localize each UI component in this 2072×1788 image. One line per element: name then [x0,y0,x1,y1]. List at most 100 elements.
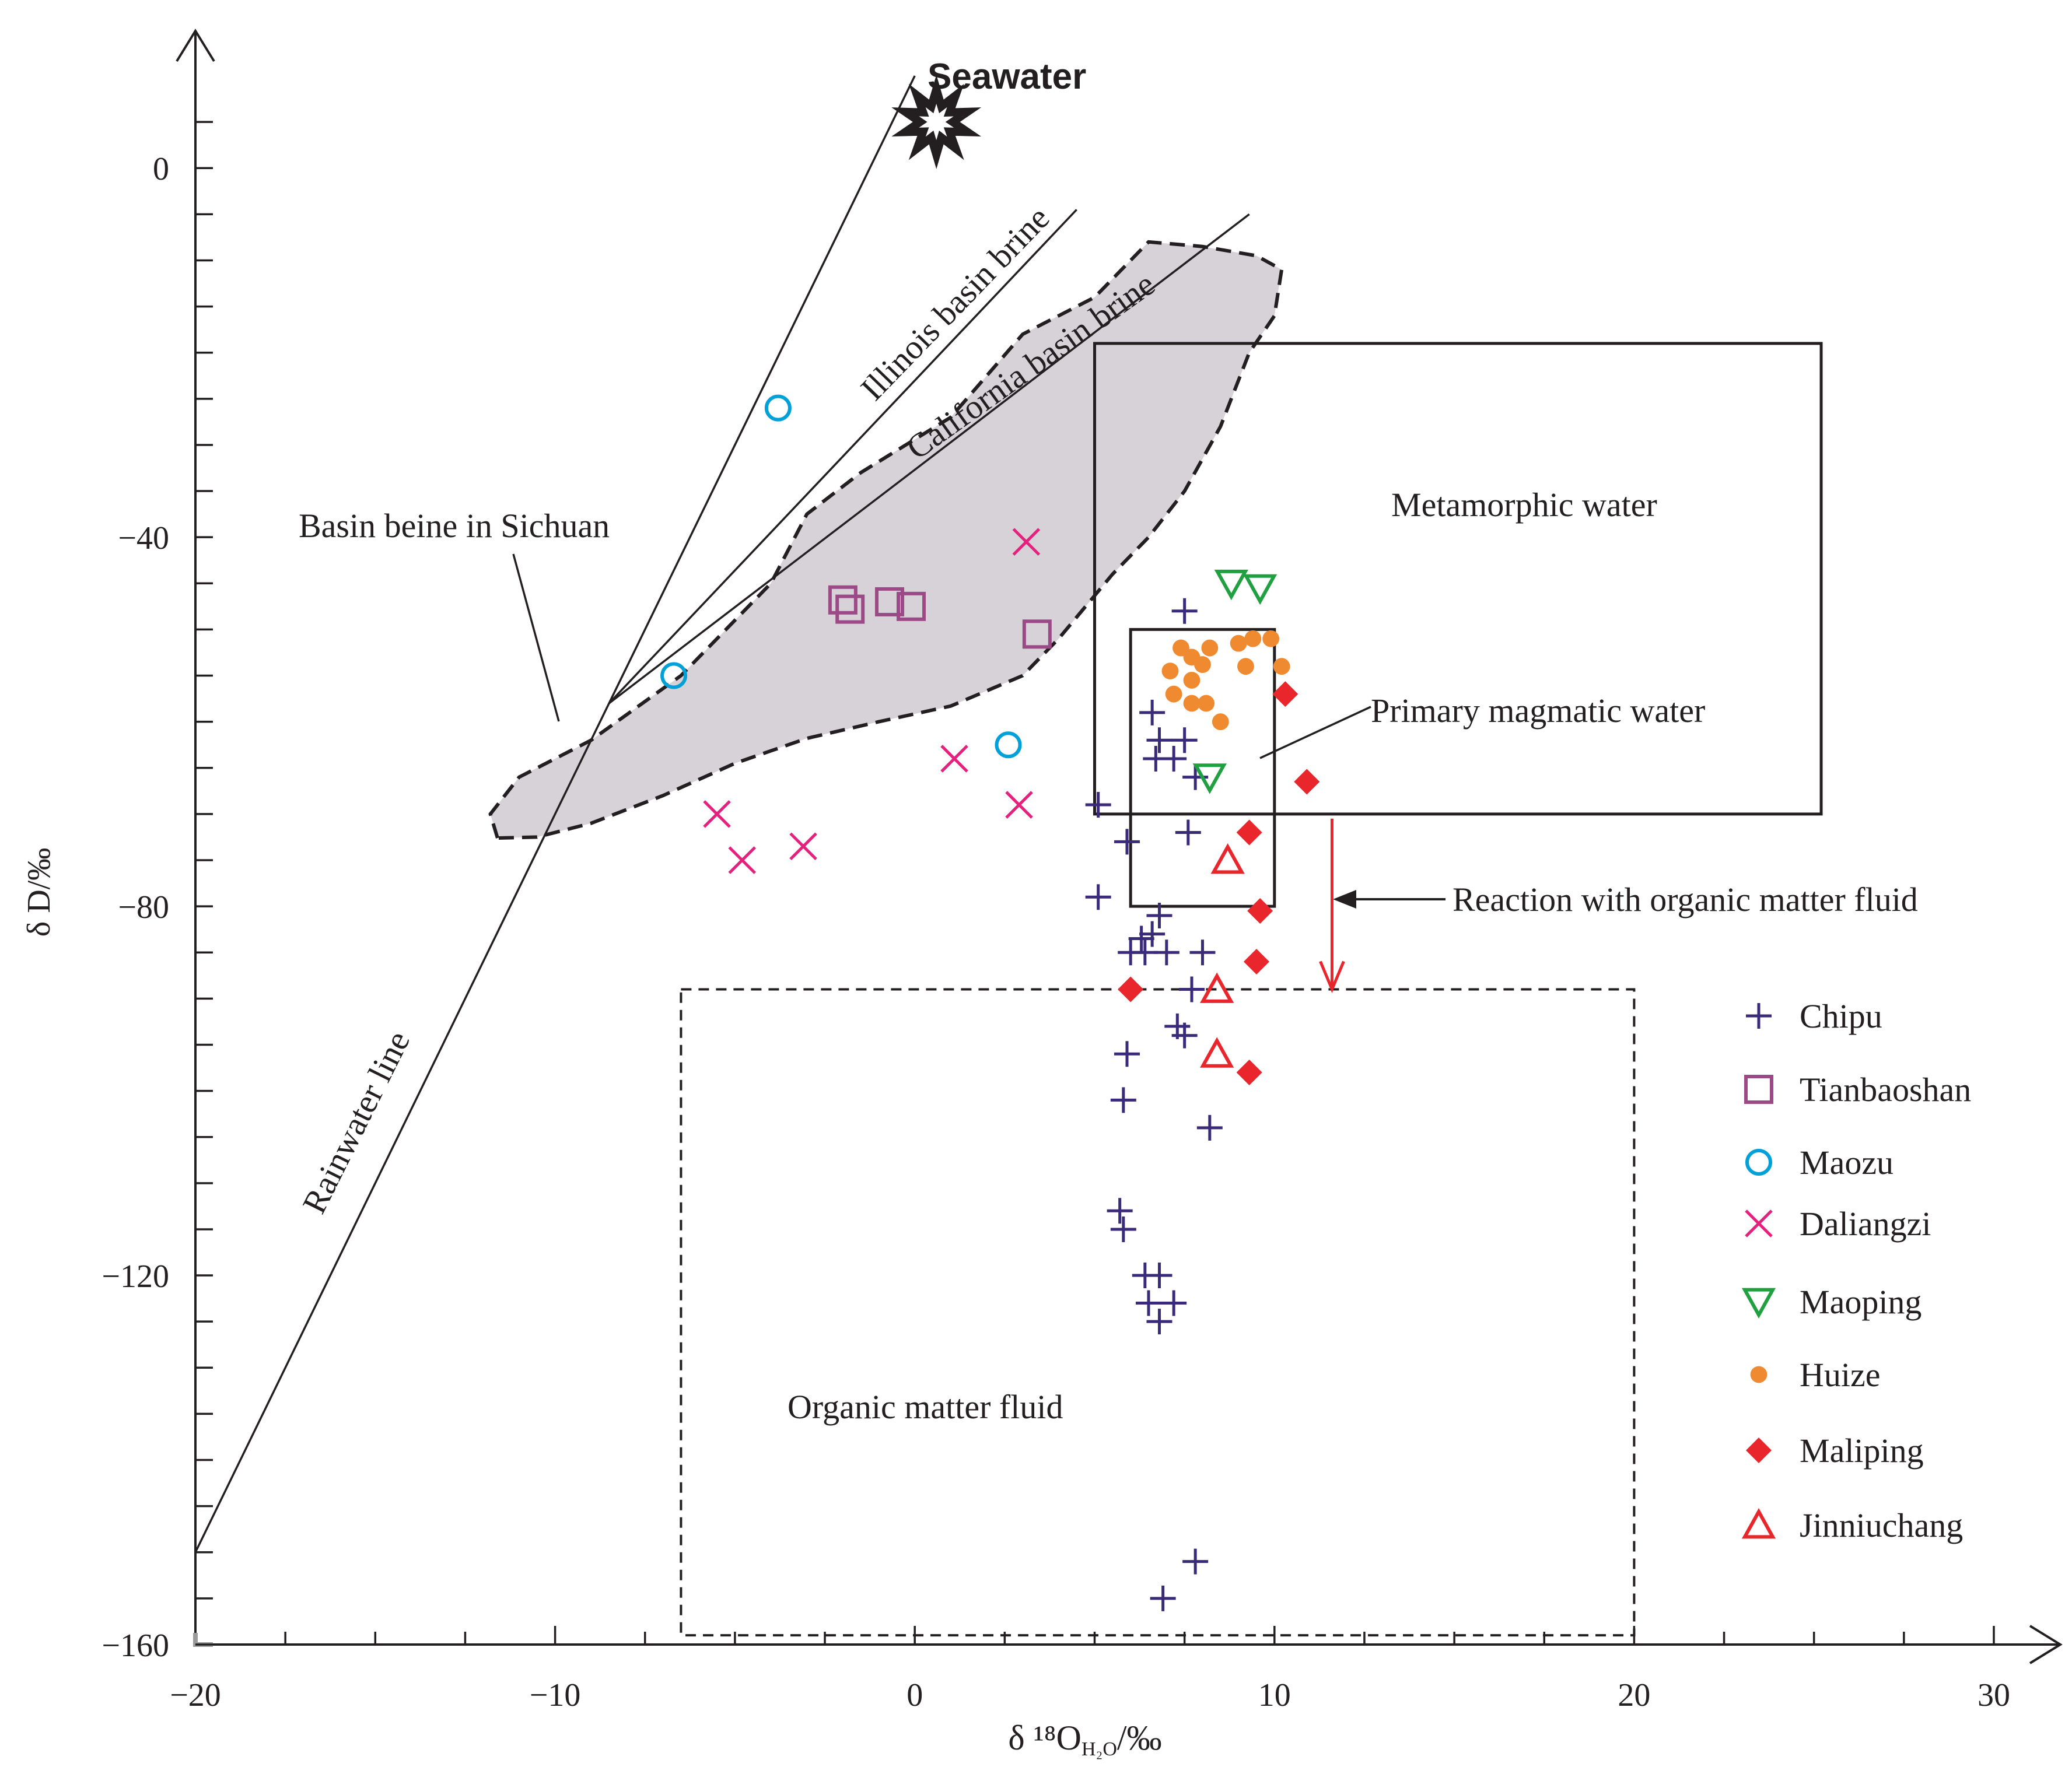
point-chipu [1146,1309,1172,1335]
axis-ticks: −20 −10 0 10 20 30 0 −40 −80 −120 −160 [102,121,2010,1713]
point-chipu [1139,921,1166,947]
point-chipu [1146,902,1172,928]
x-tick-label: 0 [907,1677,923,1713]
point-huize [1198,695,1215,712]
point-chipu [1146,1263,1172,1289]
point-chipu [1161,1290,1187,1316]
point-daliangzi [728,846,756,874]
point-chipu [1107,1198,1133,1224]
point-maliping [1236,1059,1262,1085]
point-chipu [1114,829,1140,855]
legend-marker-jinniuchang [1741,1508,1776,1539]
legend-marker-maoping [1741,1288,1776,1319]
point-chipu [1085,792,1111,818]
point-huize [1273,658,1290,675]
point-chipu [1182,1548,1209,1575]
x-tick-label: −10 [530,1677,581,1713]
point-tianbaoshan [828,585,858,615]
axis-origin-corner [193,1633,213,1647]
y-tick-label: −40 [118,520,169,556]
metamorphic-water-box [1093,342,1823,816]
point-maoping [1243,574,1278,605]
y-tick-label: −160 [102,1628,169,1664]
legend-label-maozu: Maozu [1800,1144,1894,1182]
point-chipu [1132,939,1158,966]
point-chipu [1150,1585,1176,1611]
metamorphic-water-label: Metamorphic water [1391,486,1657,524]
point-huize [1201,639,1219,657]
point-chipu [1161,745,1187,772]
point-chipu [1196,1114,1223,1141]
reaction-pointer-arrowhead [1333,890,1356,909]
organic-matter-fluid-box [680,988,1636,1637]
legend-marker-maliping [1746,1438,1772,1463]
seawater-star-icon [891,75,982,169]
point-tianbaoshan [897,591,926,621]
point-huize [1183,672,1200,689]
point-maliping [1236,819,1262,846]
x-tick-label: 20 [1618,1677,1650,1713]
legend: Chipu Tianbaoshan Maozu Daliangzi Maoping Hui… [1741,997,1971,1544]
point-chipu [1171,598,1198,624]
point-maozu [660,662,688,689]
point-daliangzi [789,832,817,861]
point-chipu [1146,727,1172,753]
point-daliangzi [1005,791,1033,819]
organic-matter-label: Organic matter fluid [788,1388,1063,1426]
point-daliangzi [1012,528,1041,556]
point-maoping [1192,763,1227,794]
legend-marker-huize [1750,1366,1768,1383]
point-chipu [1153,939,1180,966]
y-axis-arrowhead [176,29,215,62]
point-daliangzi [940,745,968,773]
point-huize [1212,713,1229,731]
rainwater-line-label: Rainwater line [295,1025,417,1219]
legend-label-maliping: Maliping [1800,1432,1924,1470]
point-maozu [764,394,792,422]
x-axis-label: δ ¹⁸OH₂O/‰ [1008,1719,1161,1760]
point-chipu [1085,884,1111,910]
point-huize [1161,662,1179,680]
point-chipu [1110,1216,1136,1242]
x-tick-label: −20 [170,1677,221,1713]
point-huize [1237,658,1254,675]
legend-marker-tianbaoshan [1744,1075,1773,1104]
point-huize [1194,656,1211,673]
california-brine-line [608,213,1250,704]
point-tianbaoshan [875,587,905,616]
x-axis-arrowhead [2029,1625,2063,1664]
data-points [660,394,1320,1611]
point-chipu [1139,699,1166,725]
point-tianbaoshan [1022,619,1052,649]
x-tick-label: 30 [1978,1677,2010,1713]
point-maliping [1272,681,1298,707]
point-huize [1244,630,1262,647]
legend-label-jinniuchang: Jinniuchang [1800,1506,1963,1544]
point-huize [1230,634,1247,652]
point-huize [1165,685,1182,703]
point-maliping [1243,949,1269,975]
point-chipu [1135,1290,1161,1316]
reaction-label: Reaction with organic matter fluid [1452,881,1918,918]
point-maliping [1118,976,1144,1002]
point-chipu [1171,727,1198,753]
point-maozu [995,731,1022,759]
legend-label-huize: Huize [1800,1356,1881,1394]
point-maoping [1214,569,1248,601]
point-tianbaoshan [835,594,865,624]
rainwater-line [194,75,916,1553]
point-jinniuchang [1200,972,1234,1003]
legend-label-daliangzi: Daliangzi [1800,1205,1931,1243]
legend-marker-daliangzi [1745,1209,1773,1237]
primary-magmatic-label: Primary magmatic water [1371,692,1705,730]
point-jinniuchang [1200,1037,1234,1068]
sichuan-label: Basin beine in Sichuan [299,507,610,545]
reaction-shift-arrowhead [1319,960,1345,994]
point-huize [1262,630,1280,647]
point-chipu [1189,939,1216,966]
point-chipu [1110,1087,1136,1113]
legend-marker-maozu [1745,1149,1772,1176]
y-tick-label: 0 [153,151,169,187]
primary-magmatic-leader-line [1259,706,1371,759]
